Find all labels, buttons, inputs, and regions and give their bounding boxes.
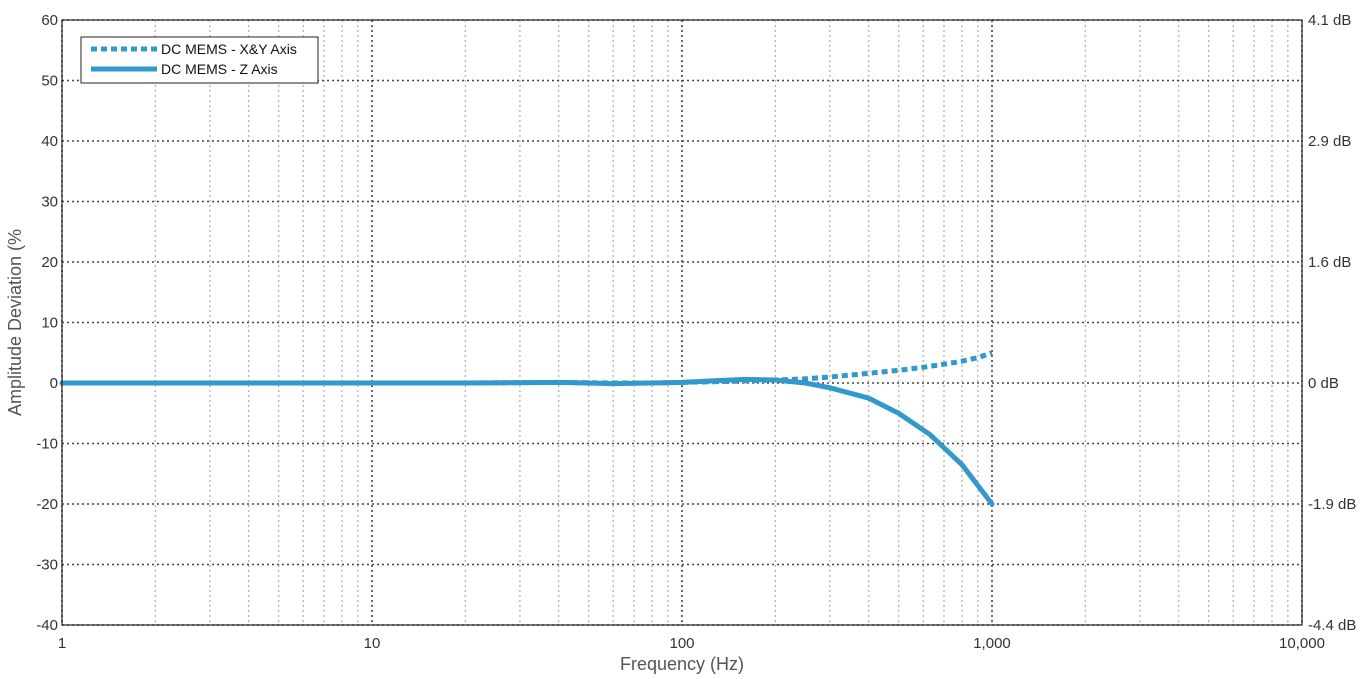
y2-tick-label: -4.4 dB xyxy=(1308,617,1356,634)
y2-tick-label: -1.9 dB xyxy=(1308,496,1356,513)
tick-labels: 1 10 100 1,000 10,0006050403020100-10-20-30-… xyxy=(36,12,1356,652)
legend-box xyxy=(80,36,319,84)
y-tick-label: 20 xyxy=(41,254,58,271)
y2-tick-label: 2.9 dB xyxy=(1308,133,1351,150)
x-tick-label: 1 xyxy=(58,635,66,652)
series-layer xyxy=(59,350,995,507)
legend-label-z-axis: DC MEMS - Z Axis xyxy=(161,61,278,77)
y-tick-label: -10 xyxy=(36,436,58,453)
y-tick-label: 50 xyxy=(41,73,58,90)
y-tick-label: 40 xyxy=(41,133,58,150)
series-line-1 xyxy=(59,376,995,507)
y-tick-label: 30 xyxy=(41,194,58,211)
y2-tick-label: 1.6 dB xyxy=(1308,254,1351,271)
plot-frame xyxy=(61,19,1303,626)
x-axis-title: Frequency (Hz) xyxy=(620,654,744,674)
x-tick-label: 10 xyxy=(364,635,381,652)
y-tick-label: -40 xyxy=(36,617,58,634)
y-tick-label: 10 xyxy=(41,315,58,332)
x-tick-label: 10,000 xyxy=(1279,635,1325,652)
y2-tick-label: 4.1 dB xyxy=(1308,12,1351,29)
x-tick-label: 100 xyxy=(669,635,694,652)
y-tick-label: -20 xyxy=(36,496,58,513)
x-tick-label: 1,000 xyxy=(973,635,1011,652)
legend-label-xy-axis: DC MEMS - X&Y Axis xyxy=(161,41,297,57)
y-axis-title: Amplitude Deviation (% xyxy=(5,229,25,416)
y-tick-label: 60 xyxy=(41,12,58,29)
y-tick-label: 0 xyxy=(50,375,58,392)
y2-tick-label: 0 dB xyxy=(1308,375,1339,392)
y-tick-label: -30 xyxy=(36,557,58,574)
legend: DC MEMS - X&Y Axis DC MEMS - Z Axis xyxy=(80,36,319,84)
